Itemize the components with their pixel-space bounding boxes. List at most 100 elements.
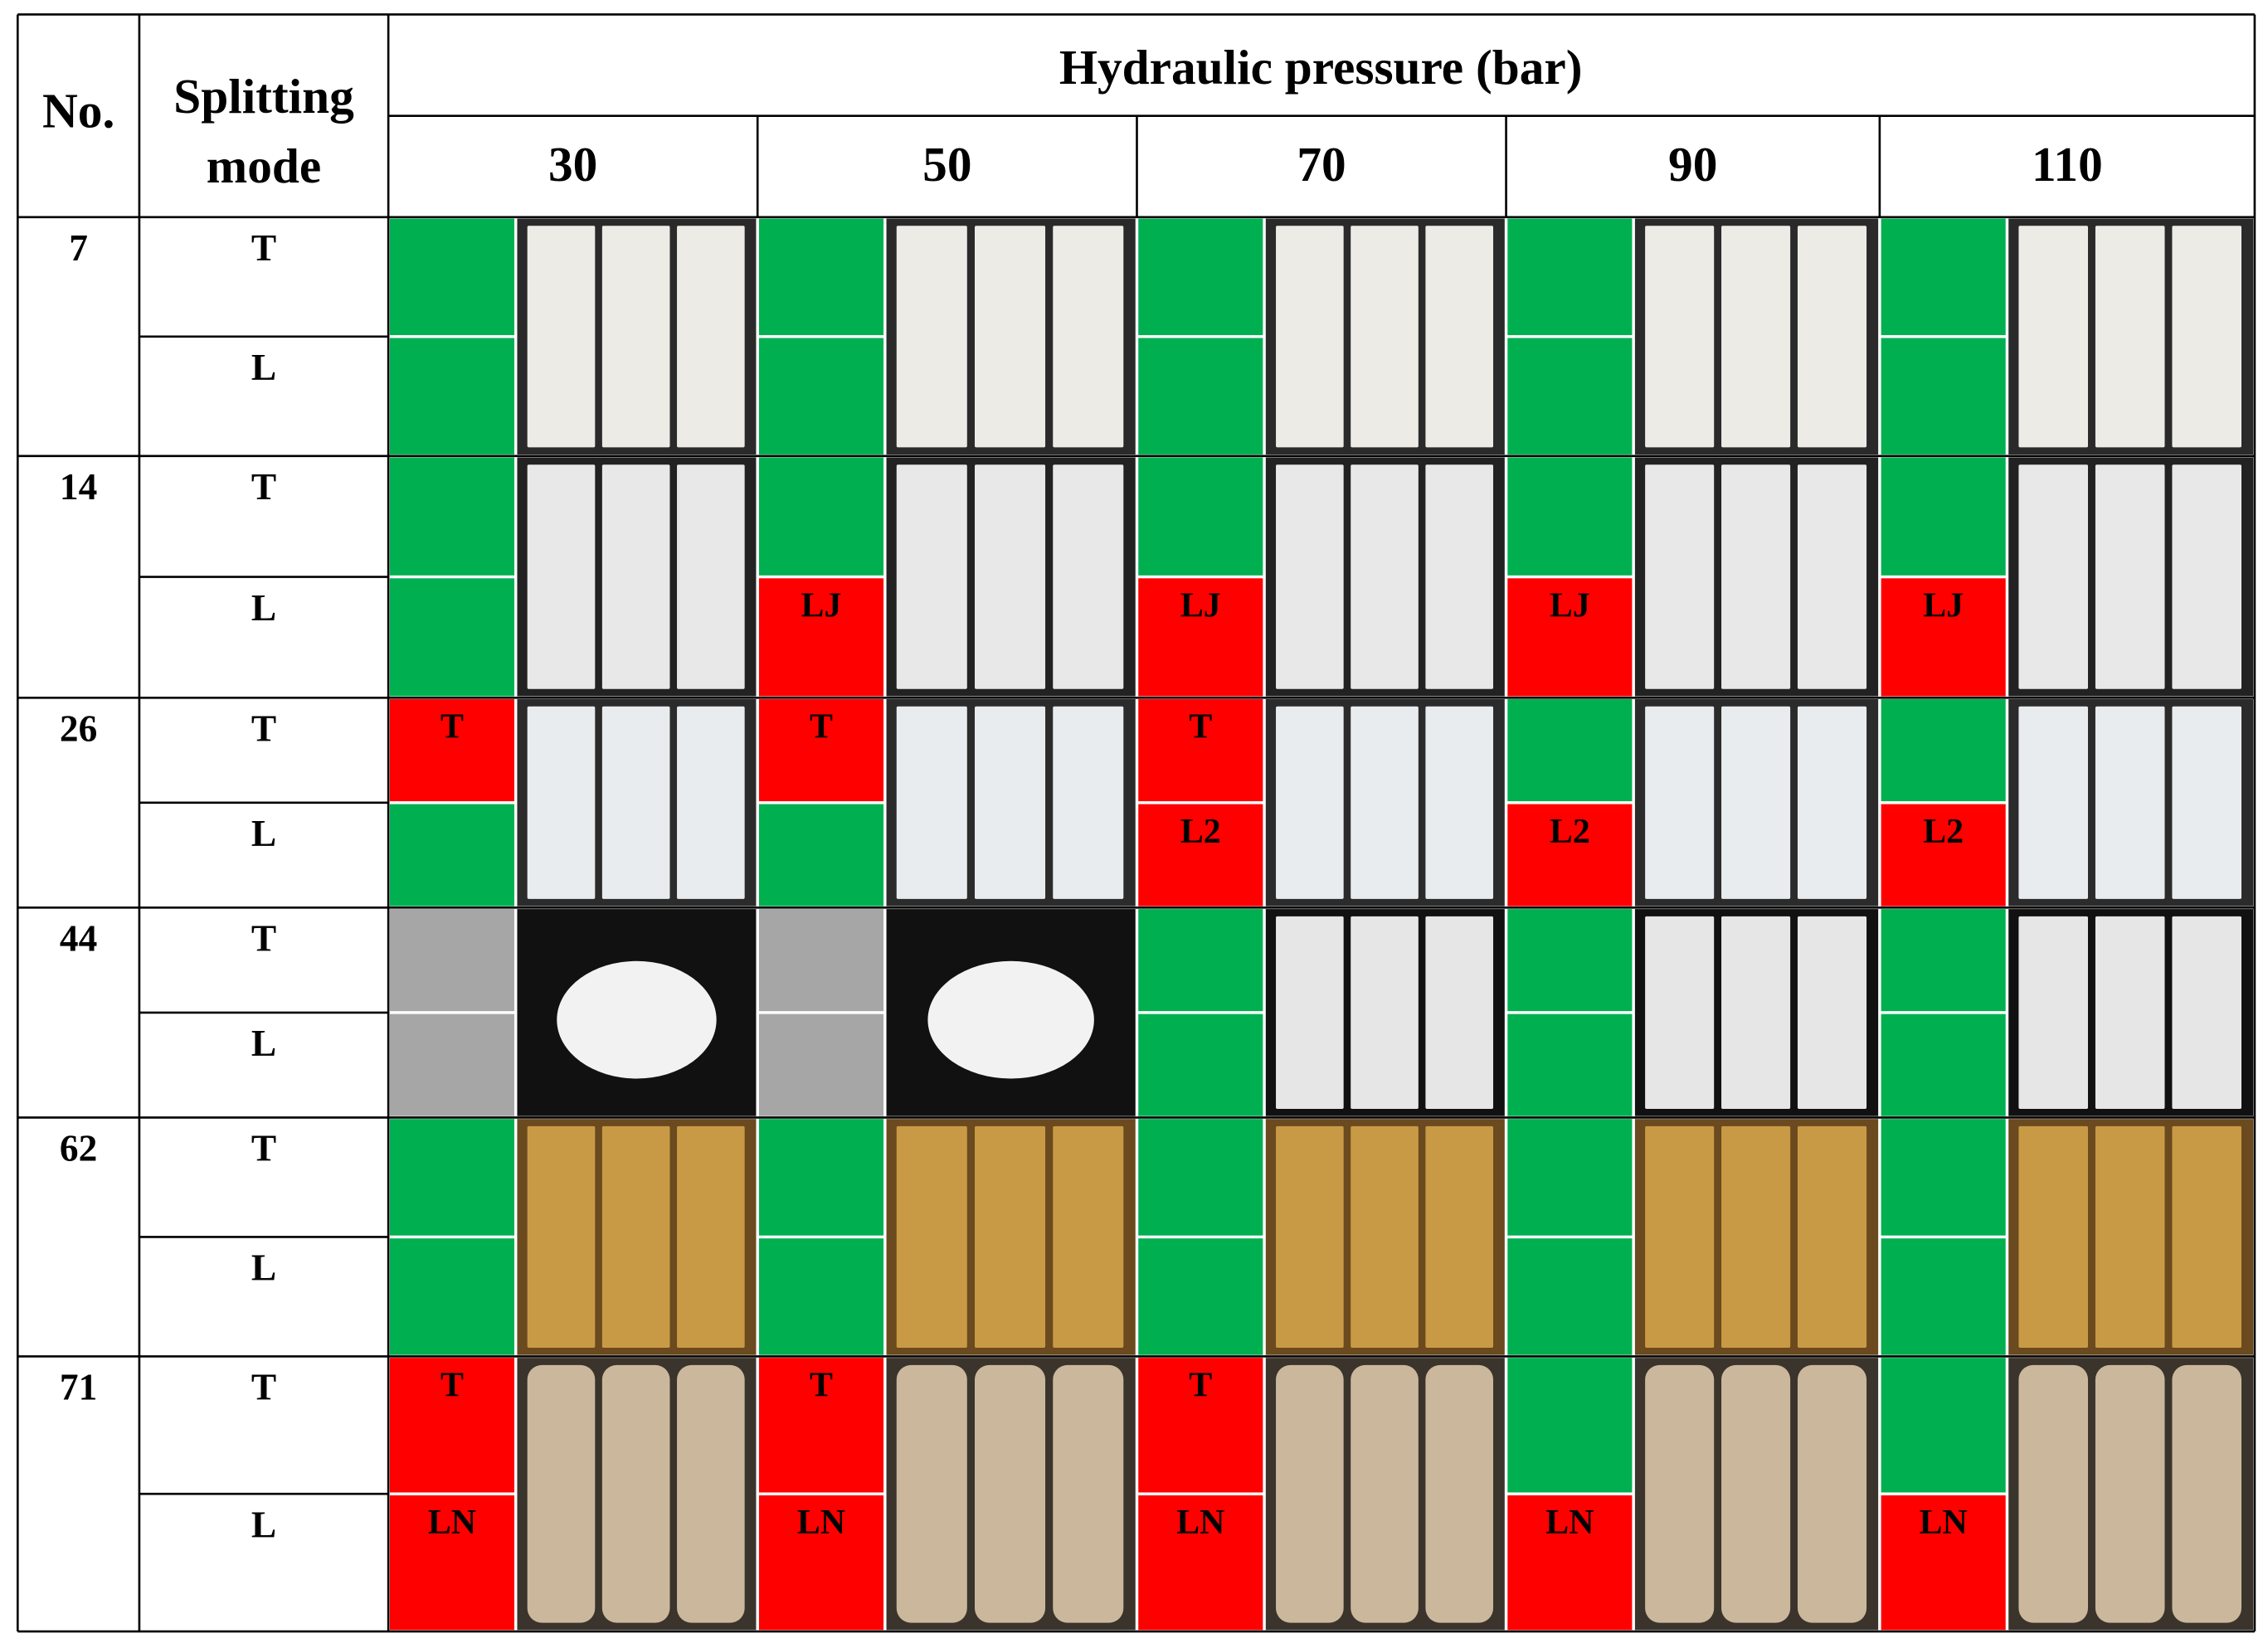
status-cell	[1507, 218, 1633, 336]
status-label: T	[440, 707, 464, 746]
status-cell	[758, 1238, 884, 1355]
sample-strip	[1797, 226, 1867, 448]
sample-strip	[896, 226, 967, 448]
sample-strip	[1276, 1125, 1344, 1348]
status-cell	[758, 1495, 884, 1631]
pressure-label: 70	[1297, 137, 1346, 192]
status-label: T	[440, 1366, 464, 1404]
sample-strip	[601, 706, 670, 899]
status-cell	[758, 804, 884, 907]
status-cell	[758, 457, 884, 576]
powder	[927, 960, 1094, 1079]
status-cell	[389, 699, 514, 802]
status-label: T	[1189, 707, 1212, 746]
status-cell	[758, 909, 884, 1012]
mode-label: L	[251, 347, 276, 388]
sample-strip	[527, 706, 596, 899]
sample-strip	[2018, 464, 2088, 689]
sample-strip	[2095, 1364, 2165, 1623]
status-cell	[1138, 699, 1263, 802]
sample-strip	[1425, 226, 1494, 448]
status-cell	[389, 1238, 514, 1355]
status-cell	[1881, 699, 2006, 802]
status-cell	[1138, 578, 1263, 697]
sample-strip	[1721, 1125, 1791, 1348]
status-cell	[1138, 909, 1263, 1012]
sample-strip	[1276, 1364, 1344, 1623]
sample-strip	[2172, 1364, 2242, 1623]
status-label: T	[810, 1366, 833, 1404]
status-cell	[758, 1119, 884, 1236]
sample-strip	[527, 1364, 596, 1623]
sample-strip	[2018, 226, 2088, 448]
pressure-label: 50	[922, 137, 971, 192]
status-cell	[389, 804, 514, 907]
sample-strip	[527, 226, 596, 448]
status-cell	[1138, 1238, 1263, 1355]
row-number: 7	[69, 227, 88, 269]
status-label: L2	[1923, 813, 1964, 851]
status-cell	[389, 1495, 514, 1631]
sample-strip	[527, 464, 596, 689]
status-cell	[1881, 804, 2006, 907]
status-label: LJ	[1550, 587, 1590, 625]
status-label: L2	[1550, 813, 1590, 851]
sample-strip	[1797, 1125, 1867, 1348]
sample-strip	[677, 706, 745, 899]
sample-strip	[1797, 1364, 1867, 1623]
status-cell	[1881, 1119, 2006, 1236]
sample-strip	[677, 1364, 745, 1623]
row-number: 71	[60, 1367, 97, 1408]
status-cell	[758, 578, 884, 697]
status-cell	[1881, 1014, 2006, 1116]
sample-strip	[527, 1125, 596, 1348]
status-cell	[1138, 1358, 1263, 1493]
mode-label: T	[251, 1128, 276, 1169]
sample-strip	[2018, 1364, 2088, 1623]
mode-label: L	[251, 813, 276, 854]
sample-strip	[1797, 706, 1867, 899]
status-cell	[1507, 578, 1633, 697]
sample-strip	[2172, 706, 2242, 899]
status-cell	[1138, 1014, 1263, 1116]
sample-strip	[1053, 464, 1124, 689]
sample-strip	[1276, 706, 1344, 899]
status-cell	[1507, 699, 1633, 802]
sample-strip	[1351, 1125, 1419, 1348]
pressure-label: 30	[548, 137, 597, 192]
sample-strip	[1645, 916, 1715, 1109]
mode-label: L	[251, 1247, 276, 1289]
sample-strip	[1053, 1125, 1124, 1348]
status-cell	[1138, 457, 1263, 576]
status-cell	[1507, 1358, 1633, 1493]
sample-strip	[1645, 464, 1715, 689]
status-cell	[1881, 218, 2006, 336]
sample-strip	[1276, 226, 1344, 448]
mode-label: T	[251, 227, 276, 269]
status-cell	[1881, 457, 2006, 576]
sample-strip	[1721, 226, 1791, 448]
sample-strip	[1645, 1364, 1715, 1623]
sample-strip	[975, 1364, 1046, 1623]
sample-strip	[975, 706, 1046, 899]
status-cell	[389, 578, 514, 697]
status-cell	[389, 218, 514, 336]
sample-strip	[1276, 464, 1344, 689]
sample-strip	[1351, 226, 1419, 448]
sample-strip	[2018, 916, 2088, 1109]
sample-strip	[2095, 916, 2165, 1109]
status-label: LN	[797, 1504, 845, 1542]
status-cell	[1881, 1238, 2006, 1355]
pressure-label: 90	[1668, 137, 1717, 192]
sample-strip	[677, 1125, 745, 1348]
status-cell	[1507, 804, 1633, 907]
status-cell	[1138, 218, 1263, 336]
status-label: LN	[1545, 1504, 1594, 1542]
status-cell	[389, 1014, 514, 1116]
status-cell	[1507, 1119, 1633, 1236]
sample-strip	[896, 1364, 967, 1623]
sample-strip	[1721, 1364, 1791, 1623]
status-label: LJ	[1180, 587, 1221, 625]
sample-strip	[1721, 916, 1791, 1109]
status-cell	[389, 457, 514, 576]
